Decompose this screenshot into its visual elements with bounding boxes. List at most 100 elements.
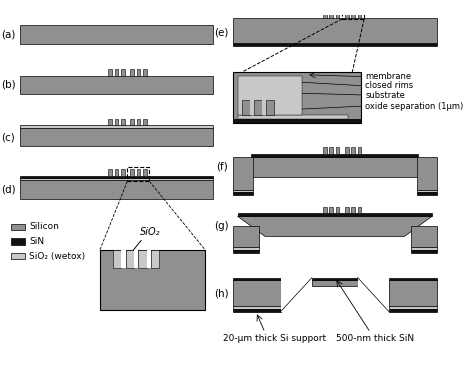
Bar [233,43,437,46]
Polygon shape [281,277,312,312]
Bar [11,224,26,230]
Text: (g): (g) [214,221,228,231]
Text: Silicon: Silicon [29,222,59,231]
Bar [237,115,347,119]
Bar [336,207,339,213]
Text: 20-μm thick Si support: 20-μm thick Si support [223,334,326,343]
Bar [389,277,437,280]
Bar [254,100,262,115]
Bar [121,119,125,125]
Bar [100,250,205,310]
Bar [345,11,348,18]
Bar [389,280,437,306]
Bar [233,309,281,312]
Bar [351,147,355,154]
Bar [151,250,159,269]
Bar [130,169,134,176]
Bar [323,147,327,154]
Bar [411,250,437,253]
Bar [262,100,266,115]
Bar [329,147,333,154]
Text: oxide separation (1μm): oxide separation (1μm) [365,101,464,111]
Bar [358,207,362,213]
Bar [312,280,358,286]
Bar [411,247,437,250]
Text: 500-nm thick SiN: 500-nm thick SiN [336,334,414,343]
Bar [138,250,146,269]
Bar [108,69,112,76]
Bar [417,192,437,195]
Bar [20,125,213,128]
Bar [233,277,281,280]
Bar [143,169,146,176]
Bar [108,169,112,176]
Bar [336,11,339,18]
Bar [143,119,146,125]
Bar [146,250,151,269]
Bar [329,207,333,213]
Text: (h): (h) [214,288,228,298]
Bar [237,76,302,115]
Bar [11,238,26,245]
Bar [121,169,125,176]
Bar [20,177,213,180]
Bar [233,192,253,195]
Bar [351,207,355,213]
Bar [389,306,437,309]
Text: (d): (d) [1,184,15,194]
Bar [323,207,327,213]
Bar [121,250,126,269]
Text: SiO₂: SiO₂ [140,227,161,237]
Bar [233,156,253,190]
Bar [417,190,437,192]
Bar [20,180,213,199]
Text: membrane: membrane [365,72,411,81]
Text: closed rims: closed rims [365,81,413,90]
Bar [250,100,254,115]
Bar [137,119,140,125]
Bar [115,69,118,76]
Bar [342,8,364,19]
Bar [11,253,26,259]
Bar [233,250,259,253]
Bar [351,11,355,18]
Bar [115,169,118,176]
Bar [130,119,134,125]
Bar [312,277,358,280]
Bar [20,76,213,94]
Bar [358,147,362,154]
Bar [336,147,339,154]
Bar [233,18,437,43]
Text: SiN: SiN [29,237,44,246]
Bar [108,119,112,125]
Bar [115,119,118,125]
Bar [233,226,259,247]
Text: SiO₂ (wetox): SiO₂ (wetox) [29,252,85,261]
Text: (a): (a) [1,30,15,39]
Text: (c): (c) [1,132,15,142]
Bar [237,213,432,216]
Bar [20,128,213,146]
Bar [137,69,140,76]
Bar [126,250,134,269]
Bar [345,147,348,154]
Bar [329,11,333,18]
Bar [233,306,281,309]
Bar [233,72,362,123]
Bar [358,11,362,18]
Text: substrate: substrate [365,90,405,100]
Bar [130,69,134,76]
Bar [411,226,437,247]
Text: (b): (b) [1,80,15,90]
Bar [345,207,348,213]
Bar [417,156,437,190]
Bar [323,11,327,18]
Bar [20,25,213,44]
Bar [134,250,138,269]
Bar [143,69,146,76]
Bar [251,156,419,177]
Text: (e): (e) [214,28,228,38]
Bar [233,190,253,192]
Bar [137,169,140,176]
Bar [20,176,213,177]
